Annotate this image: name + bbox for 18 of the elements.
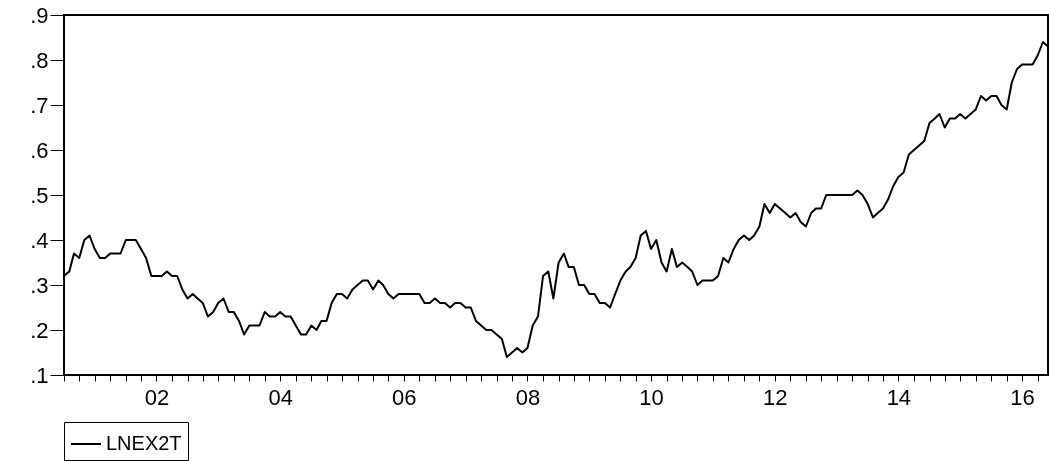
x-tick-label: 10 [639, 384, 664, 410]
y-tick-label: .6 [30, 137, 49, 163]
x-tick-label: 16 [1010, 384, 1035, 410]
x-tick-label: 04 [268, 384, 293, 410]
x-tick-label: 06 [391, 384, 417, 410]
x-tick-label: 02 [144, 384, 170, 410]
y-tick-label: .1 [30, 362, 49, 388]
y-tick-label: .7 [30, 92, 49, 118]
x-tick-label: 12 [763, 384, 788, 410]
y-tick-label: .9 [30, 2, 49, 28]
y-tick-label: .3 [30, 272, 49, 298]
x-tick-label: 14 [886, 384, 912, 410]
x-tick-label: 08 [515, 384, 541, 410]
y-tick-label: .4 [30, 227, 49, 253]
y-tick-label: .2 [30, 317, 49, 343]
legend-label: LNEX2T [106, 432, 182, 454]
y-tick-label: .8 [30, 47, 49, 73]
y-tick-label: .5 [30, 182, 49, 208]
